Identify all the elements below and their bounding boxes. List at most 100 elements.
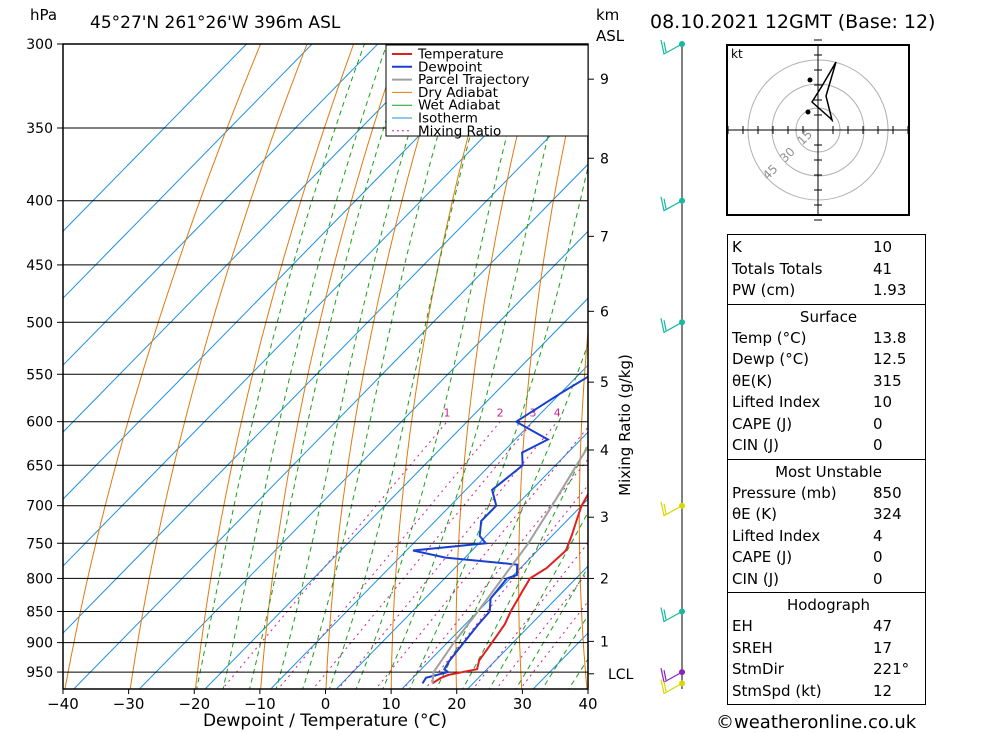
series-parcel-trajectory-line <box>431 444 588 684</box>
surface-table: Surface Temp (°C) 13.8 Dewp (°C) 12.5 θE(K) 3… <box>727 304 926 460</box>
table-row-label: θE(K) <box>732 371 773 390</box>
table-row: CAPE (J) 0 <box>732 547 925 569</box>
temperature-tick-label: −30 <box>113 695 145 713</box>
temperature-tick-label: 40 <box>578 695 597 713</box>
table-row: StmDir 221° <box>732 659 925 681</box>
table-row-label: StmDir <box>732 660 784 678</box>
pressure-tick-label: 550 <box>26 367 53 383</box>
legend-entry: Isotherm <box>418 111 478 127</box>
table-row: θE (K) 324 <box>732 504 925 526</box>
mixing-ratio-tick-label: 4 <box>554 407 561 420</box>
wind-barb <box>660 607 683 623</box>
wet-adiabat-line <box>275 44 438 689</box>
pressure-tick-label: 600 <box>26 415 53 431</box>
height-tick-label: 2 <box>600 571 609 587</box>
plot-series <box>412 375 588 685</box>
temperature-tick-label: −10 <box>244 695 276 713</box>
copyright-label: ©weatheronline.co.uk <box>716 712 917 733</box>
isotherm-line <box>73 163 588 689</box>
table-row-value: 0 <box>873 548 883 566</box>
asl-unit-label: ASL <box>596 27 625 45</box>
series-dewpoint-line <box>412 375 588 684</box>
dry-adiabat-line <box>325 44 448 689</box>
table-row-value: 41 <box>873 259 893 278</box>
mixing-ratio-tick-label: 2 <box>497 407 504 420</box>
pressure-tick-label: 850 <box>26 605 53 621</box>
temperature-tick-label: −20 <box>178 695 210 713</box>
table-row-label: CAPE (J) <box>732 548 793 566</box>
datetime-label: 08.10.2021 12GMT (Base: 12) <box>650 11 935 33</box>
table-row-label: K <box>732 238 742 256</box>
pressure-tick-label: 950 <box>26 665 53 681</box>
table-row-value: 17 <box>873 638 893 657</box>
isotherm-line <box>466 565 588 689</box>
table-row: CIN (J) 0 <box>732 569 925 591</box>
dry-adiabat-line <box>64 44 262 689</box>
legend-entry: Wet Adiabat <box>418 98 500 114</box>
plot-axes: 3003504004505005506006507007508008509009… <box>26 37 633 713</box>
wet-adiabat-line <box>541 614 588 689</box>
pressure-tick-label: 750 <box>26 536 53 552</box>
height-tick-label: 6 <box>600 304 609 320</box>
wind-barb <box>660 501 683 517</box>
table-row: θE(K) 315 <box>732 371 925 393</box>
table-row-value: 0 <box>873 569 883 588</box>
isotherm-line <box>269 364 588 689</box>
temperature-tick-label: 10 <box>382 695 401 713</box>
table-row: PW (cm) 1.93 <box>732 280 925 302</box>
legend-entry: Mixing Ratio <box>418 123 501 139</box>
table-row: Totals Totals 41 <box>732 259 925 281</box>
table-row-label: Pressure (mb) <box>732 483 837 502</box>
pressure-tick-label: 300 <box>26 37 53 53</box>
isotherm-line <box>401 498 588 689</box>
table-row-label: Totals Totals <box>732 259 823 278</box>
indices-tables: K 10 Totals Totals 41 PW (cm) 1.93 Surface Te… <box>727 234 926 705</box>
hodograph-storm-marker <box>805 109 811 115</box>
dry-adiabat-line <box>260 44 401 689</box>
table-row-value: 315 <box>873 371 902 390</box>
height-tick-label: 1 <box>600 634 609 650</box>
height-tick-label: 8 <box>600 151 609 167</box>
height-tick-label: 3 <box>600 510 609 526</box>
hodograph-table: Hodograph EH 47 SREH 17 StmDir 221° StmSpd (kt… <box>727 593 926 705</box>
table-row-label: θE (K) <box>732 505 777 523</box>
legend-entry: Parcel Trajectory <box>418 72 530 88</box>
height-tick-label: 9 <box>600 72 609 88</box>
pressure-tick-label: 800 <box>26 571 53 587</box>
height-tick-label: 4 <box>600 443 609 459</box>
wet-adiabat-line <box>515 566 588 689</box>
table-row: Temp (°C) 13.8 <box>732 328 925 350</box>
temperature-tick-label: 0 <box>321 695 331 713</box>
table-row-value: 850 <box>873 483 902 502</box>
isotherm-line <box>335 431 588 689</box>
table-row: Lifted Index 4 <box>732 526 925 548</box>
table-row: SREH 17 <box>732 638 925 660</box>
temperature-tick-label: 20 <box>447 695 466 713</box>
table-row-value: 324 <box>873 505 902 523</box>
table-row-label: Lifted Index <box>732 393 821 411</box>
height-tick-label: LCL <box>608 667 634 683</box>
table-row-label: Temp (°C) <box>732 328 807 347</box>
table-row-label: PW (cm) <box>732 281 796 299</box>
table-row-label: Dewp (°C) <box>732 350 810 368</box>
pressure-tick-label: 400 <box>26 194 53 210</box>
table-row-label: Lifted Index <box>732 526 821 545</box>
isotherm-line <box>204 297 588 689</box>
table-row-value: 221° <box>873 660 910 678</box>
table-row-value: 0 <box>873 414 883 433</box>
wind-barb <box>660 39 683 55</box>
table-row-value: 13.8 <box>873 328 907 347</box>
table-row-value: 10 <box>873 393 893 411</box>
table-row: CAPE (J) 0 <box>732 414 925 436</box>
hodograph-unit-label: kt <box>731 47 743 61</box>
hodograph-heading: Hodograph <box>786 596 871 614</box>
legend-entry: Dewpoint <box>418 59 482 75</box>
hodograph-trace <box>811 61 837 123</box>
legend-entry: Dry Adiabat <box>418 85 498 101</box>
x-axis-title: Dewpoint / Temperature (°C) <box>203 711 447 731</box>
series-temperature-line <box>431 492 588 685</box>
table-row: Pressure (mb) 850 <box>732 483 925 505</box>
